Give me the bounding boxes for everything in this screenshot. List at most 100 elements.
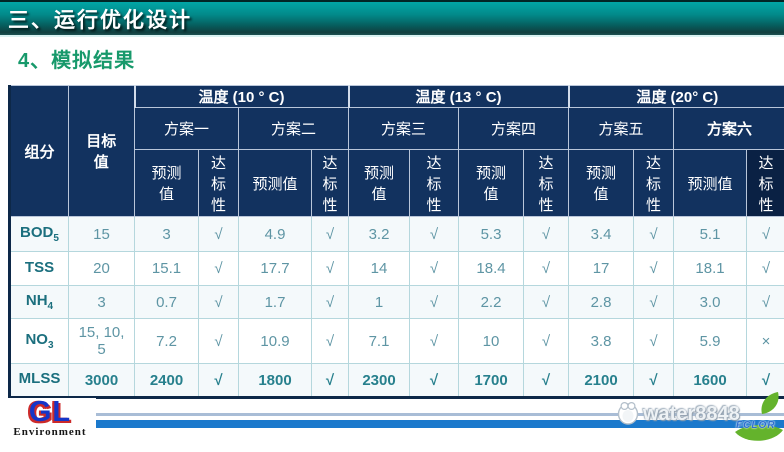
table-row-tss: TSS 20 15.1 √ 17.7 √ 14 √ 18.4 √ 17 √ 18… (10, 252, 784, 286)
row-label: BOD5 (10, 217, 69, 252)
predicted-value-cell: 3.0 (674, 286, 747, 319)
predicted-value-cell: 17 (569, 252, 634, 286)
predicted-value-cell: 3 (135, 217, 199, 252)
compliance-cell: √ (524, 286, 569, 319)
predicted-value-cell: 2.8 (569, 286, 634, 319)
slide-title-bar: 三、运行优化设计 (0, 0, 784, 35)
target-value-cell: 3 (69, 286, 135, 319)
predicted-value-cell: 5.1 (674, 217, 747, 252)
compliance-cell: √ (524, 252, 569, 286)
slide-title: 三、运行优化设计 (8, 4, 192, 34)
predicted-value-cell: 1.7 (239, 286, 312, 319)
col-header-plan-1: 方案一 (135, 108, 239, 150)
col-header-plan-2: 方案二 (239, 108, 349, 150)
gl-environment-logo: GL Environment (4, 398, 96, 445)
target-value-cell: 15 (69, 217, 135, 252)
compliance-cell: √ (199, 217, 239, 252)
predicted-value-cell: 10.9 (239, 319, 312, 364)
predicted-value-cell: 10 (459, 319, 524, 364)
compliance-cell: √ (199, 252, 239, 286)
col-header-compliance: 达标性 (410, 150, 459, 217)
leaf-logo-text: FCLOR (736, 420, 775, 431)
leaf-icon (734, 391, 784, 447)
gl-logo-subtext: Environment (4, 426, 96, 438)
col-header-target: 目标值 (69, 86, 135, 217)
header-row-temperature: 组分 目标值 温度 (10 ° C) 温度 (13 ° C) 温度 (20° C… (10, 86, 784, 108)
predicted-value-cell: 2100 (569, 364, 634, 398)
col-header-compliance: 达标性 (747, 150, 784, 217)
compliance-cell: √ (634, 364, 674, 398)
compliance-cell: √ (747, 217, 784, 252)
compliance-cell: √ (410, 252, 459, 286)
predicted-value-cell: 4.9 (239, 217, 312, 252)
predicted-value-cell: 0.7 (135, 286, 199, 319)
predicted-value-cell: 3.8 (569, 319, 634, 364)
compliance-cell: √ (410, 364, 459, 398)
compliance-cell: √ (747, 286, 784, 319)
compliance-cell: √ (410, 319, 459, 364)
col-header-compliance: 达标性 (199, 150, 239, 217)
row-label: TSS (10, 252, 69, 286)
target-value-cell: 3000 (69, 364, 135, 398)
gl-logo-text: GL (4, 398, 96, 426)
col-header-predicted: 预测值 (135, 150, 199, 217)
predicted-value-cell: 15.1 (135, 252, 199, 286)
col-header-predicted: 预测值 (569, 150, 634, 217)
compliance-cell: √ (634, 319, 674, 364)
col-header-predicted: 预测值 (459, 150, 524, 217)
predicted-value-cell: 1700 (459, 364, 524, 398)
predicted-value-cell: 1 (349, 286, 410, 319)
compliance-cell: √ (634, 252, 674, 286)
predicted-value-cell: 2300 (349, 364, 410, 398)
col-header-predicted: 预测值 (349, 150, 410, 217)
col-header-component: 组分 (10, 86, 69, 217)
col-header-temp-20c: 温度 (20° C) (569, 86, 784, 108)
col-header-compliance: 达标性 (524, 150, 569, 217)
predicted-value-cell: 7.2 (135, 319, 199, 364)
penguin-icon (616, 399, 640, 430)
table-row-bod5: BOD5 15 3 √ 4.9 √ 3.2 √ 5.3 √ 3.4 √ 5.1 … (10, 217, 784, 252)
watermark-text: water8848 (643, 403, 740, 426)
compliance-cell: √ (312, 217, 349, 252)
predicted-value-cell: 1800 (239, 364, 312, 398)
compliance-cell: √ (312, 252, 349, 286)
predicted-value-cell: 2.2 (459, 286, 524, 319)
target-value-cell: 20 (69, 252, 135, 286)
col-header-predicted: 预测值 (239, 150, 312, 217)
compliance-cell: √ (410, 286, 459, 319)
compliance-cell: √ (524, 319, 569, 364)
predicted-value-cell: 2400 (135, 364, 199, 398)
compliance-cell: √ (199, 286, 239, 319)
col-header-plan-6: 方案六 (674, 108, 784, 150)
predicted-value-cell: 5.9 (674, 319, 747, 364)
compliance-cell: √ (312, 319, 349, 364)
row-label: MLSS (10, 364, 69, 398)
compliance-cell: √ (634, 286, 674, 319)
col-header-predicted: 预测值 (674, 150, 747, 217)
compliance-cell: × (747, 319, 784, 364)
compliance-cell: √ (634, 217, 674, 252)
compliance-cell: √ (524, 217, 569, 252)
col-header-plan-5: 方案五 (569, 108, 674, 150)
predicted-value-cell: 5.3 (459, 217, 524, 252)
predicted-value-cell: 7.1 (349, 319, 410, 364)
compliance-cell: √ (410, 217, 459, 252)
table-row-nh4: NH4 3 0.7 √ 1.7 √ 1 √ 2.2 √ 2.8 √ 3.0 √ (10, 286, 784, 319)
target-value-cell: 15, 10, 5 (69, 319, 135, 364)
col-header-plan-4: 方案四 (459, 108, 569, 150)
compliance-cell: √ (199, 364, 239, 398)
compliance-cell: √ (524, 364, 569, 398)
col-header-plan-3: 方案三 (349, 108, 459, 150)
predicted-value-cell: 18.4 (459, 252, 524, 286)
col-header-compliance: 达标性 (312, 150, 349, 217)
predicted-value-cell: 14 (349, 252, 410, 286)
watermark: water8848 (616, 399, 740, 430)
predicted-value-cell: 18.1 (674, 252, 747, 286)
section-subtitle: 4、模拟结果 (18, 44, 135, 73)
col-header-temp-13c: 温度 (13 ° C) (349, 86, 569, 108)
simulation-results-table: 组分 目标值 温度 (10 ° C) 温度 (13 ° C) 温度 (20° C… (8, 85, 784, 399)
row-label: NO3 (10, 319, 69, 364)
table-row-no3: NO3 15, 10, 5 7.2 √ 10.9 √ 7.1 √ 10 √ 3.… (10, 319, 784, 364)
compliance-cell: √ (312, 286, 349, 319)
table-row-mlss: MLSS 3000 2400 √ 1800 √ 2300 √ 1700 √ 21… (10, 364, 784, 398)
